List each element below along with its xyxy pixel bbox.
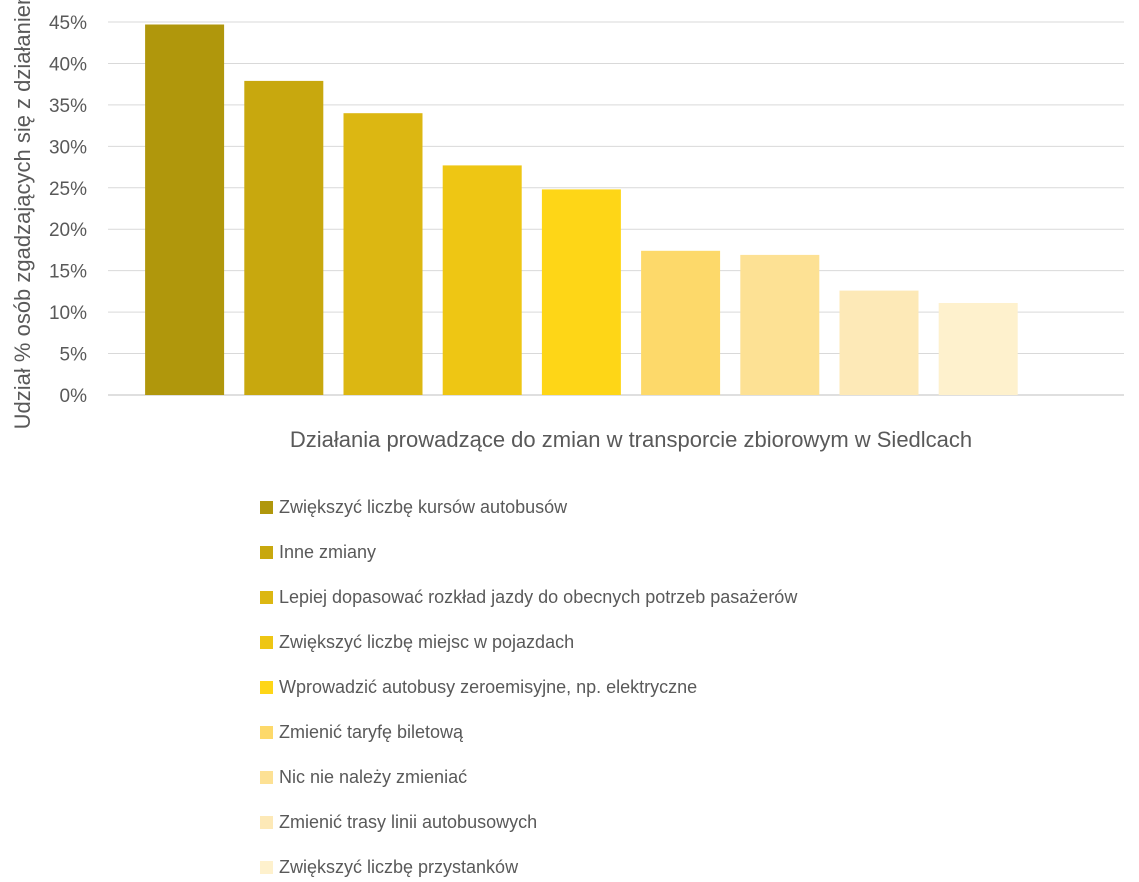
legend-swatch [260, 545, 273, 559]
bar [541, 189, 621, 395]
legend-item: Inne zmiany [260, 537, 797, 567]
y-tick-label: 10% [49, 303, 87, 324]
y-tick-label: 20% [49, 220, 87, 241]
legend-swatch [260, 860, 273, 874]
legend-item: Zwiększyć liczbę przystanków [260, 852, 797, 882]
bar [641, 250, 721, 395]
bar [244, 80, 324, 396]
bar [839, 290, 919, 395]
bar [740, 254, 820, 395]
legend-label: Zwiększyć liczbę przystanków [279, 856, 519, 877]
y-tick-label: 35% [49, 96, 87, 117]
legend-item: Lepiej dopasować rozkład jazdy do obecny… [260, 582, 797, 612]
legend-swatch [260, 500, 273, 514]
y-tick-label: 30% [49, 137, 87, 158]
legend: Zwiększyć liczbę kursów autobusów Inne zm… [260, 492, 797, 882]
legend-swatch [260, 680, 273, 694]
legend-label: Zmienić taryfę biletową [279, 721, 464, 742]
legend-item: Wprowadzić autobusy zeroemisyjne, np. el… [260, 672, 797, 702]
y-tick-label: 0% [60, 386, 88, 407]
legend-label: Nic nie należy zmieniać [279, 766, 468, 787]
legend-label: Lepiej dopasować rozkład jazdy do obecny… [279, 586, 798, 607]
y-tick-label: 45% [49, 13, 87, 34]
legend-swatch [260, 815, 273, 829]
legend-label: Wprowadzić autobusy zeroemisyjne, np. el… [279, 676, 698, 697]
y-axis-ticks: 0% 5% 10% 15% 20% 25% 30% 35% 40% 45% [49, 13, 87, 407]
legend-swatch [260, 725, 273, 739]
legend-label: Zmienić trasy linii autobusowych [279, 811, 538, 832]
x-axis-label: Działania prowadzące do zmian w transpor… [290, 427, 972, 452]
legend-swatch [260, 770, 273, 784]
bar [938, 303, 1018, 395]
legend-label: Inne zmiany [279, 541, 377, 562]
bar [145, 24, 225, 395]
legend-swatch [260, 635, 273, 649]
y-tick-label: 15% [49, 262, 87, 283]
y-tick-label: 25% [49, 179, 87, 200]
bars [145, 24, 1018, 396]
legend-swatch [260, 590, 273, 604]
legend-item: Zwiększyć liczbę kursów autobusów [260, 492, 797, 522]
legend-item: Zwiększyć liczbę miejsc w pojazdach [260, 627, 797, 657]
y-tick-label: 5% [60, 345, 88, 366]
y-axis-label: Udział % osób zgadzających się z działan… [10, 0, 35, 429]
legend-label: Zwiększyć liczbę kursów autobusów [279, 496, 568, 517]
legend-label: Zwiększyć liczbę miejsc w pojazdach [279, 631, 575, 652]
bar [343, 113, 423, 395]
bar [442, 165, 522, 395]
legend-item: Nic nie należy zmieniać [260, 762, 797, 792]
legend-item: Zmienić taryfę biletową [260, 717, 797, 747]
legend-item: Zmienić trasy linii autobusowych [260, 807, 797, 837]
y-tick-label: 40% [49, 54, 87, 75]
